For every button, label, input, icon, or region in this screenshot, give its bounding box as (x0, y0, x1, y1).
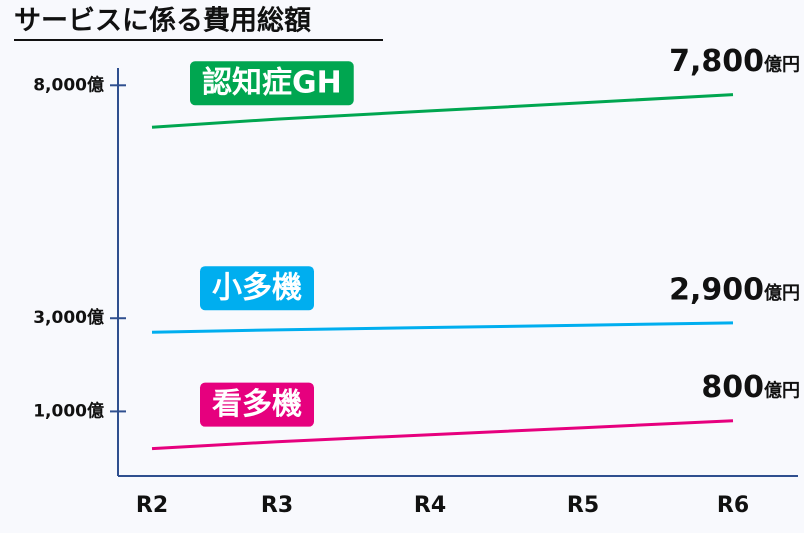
chart-title: サービスに係る費用総額 (14, 5, 311, 37)
value-label: 7,800 (669, 44, 764, 79)
series-line (151, 93, 734, 129)
x-tick-label: R2 (136, 493, 168, 518)
x-tick-label: R3 (261, 493, 293, 518)
legend-badge (200, 266, 314, 311)
y-tick-label: 3,000億 (33, 307, 104, 328)
value-label: 800 (701, 370, 764, 405)
legend-label: 認知症GH (202, 66, 342, 101)
x-tick-label: R6 (717, 493, 749, 518)
x-tick-label: R5 (567, 493, 599, 518)
legend-item: 看多機 (200, 382, 314, 427)
legend-label: 看多機 (212, 387, 302, 422)
x-tick-label: R4 (414, 493, 446, 518)
value-label: 2,900 (669, 272, 764, 307)
y-tick-label: 8,000億 (33, 74, 104, 95)
legend-badge (200, 382, 314, 427)
value-unit: 億円 (764, 54, 800, 76)
value-unit: 億円 (764, 380, 800, 402)
series-line (151, 321, 734, 334)
legend-badge (190, 61, 354, 106)
legend-item: 小多機 (200, 266, 314, 311)
y-tick-label: 1,000億 (33, 400, 104, 421)
legend-label: 小多機 (212, 271, 302, 306)
series-line (151, 419, 734, 451)
value-unit: 億円 (764, 282, 800, 304)
legend-item: 認知症GH (190, 61, 354, 106)
